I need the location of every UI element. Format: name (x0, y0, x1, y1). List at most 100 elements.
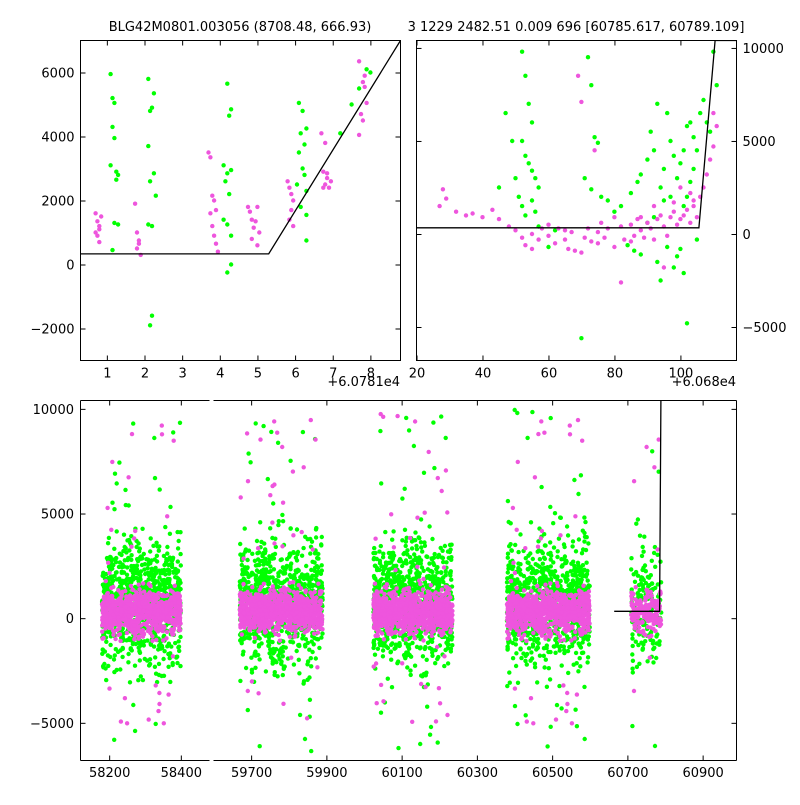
p3-green-point (320, 535, 324, 539)
p3-magenta-point (123, 589, 127, 593)
p3-green-point (517, 581, 521, 585)
p3-green-point (578, 656, 582, 660)
p3-green-point (562, 542, 566, 546)
p3-green-point (514, 637, 518, 641)
p2-magenta-point (682, 213, 686, 217)
p3-green-point (309, 664, 313, 668)
p3-magenta-point (177, 625, 181, 629)
p3-green-point (376, 647, 380, 651)
p2-xtick-label: 80 (607, 367, 624, 382)
p3-green-point (629, 567, 633, 571)
p3-green-point (377, 549, 381, 553)
p3-green-point (246, 451, 250, 455)
p3-green-point (381, 643, 385, 647)
p1-magenta-point (287, 186, 291, 190)
p3-green-point (104, 678, 108, 682)
p3-magenta-point (133, 529, 137, 533)
p3-green-point (429, 725, 433, 729)
p3-magenta-point (119, 719, 123, 723)
p2-green-point (639, 252, 643, 256)
p3-magenta-point (162, 721, 166, 725)
p3-green-point (577, 537, 581, 541)
p3-green-point (125, 577, 129, 581)
p3-magenta-point (173, 584, 177, 588)
p2-green-point (682, 204, 686, 208)
p3-green-point (394, 564, 398, 568)
p2-green-point (685, 124, 689, 128)
p3-green-point (177, 645, 181, 649)
p3-green-point (407, 428, 411, 432)
p3-magenta-point (104, 579, 108, 583)
p1-green-point (148, 109, 152, 113)
p3-magenta-point (125, 631, 129, 635)
p1-magenta-point (321, 170, 325, 174)
p3-green-point (274, 660, 278, 664)
p3-green-point (439, 414, 443, 418)
p3-green-point (177, 649, 181, 653)
p3-green-point (312, 636, 316, 640)
p3-green-point (506, 570, 510, 574)
p3-green-point (532, 581, 536, 585)
p3-green-point (281, 673, 285, 677)
p3-green-point (419, 673, 423, 677)
p1-green-point (225, 270, 229, 274)
p3-green-point (178, 552, 182, 556)
p1-magenta-point (137, 242, 141, 246)
p1-magenta-point (248, 210, 252, 214)
p3-green-point (316, 569, 320, 573)
p3-green-point (390, 641, 394, 645)
p2-green-point (619, 204, 623, 208)
p1-green-point (148, 323, 152, 327)
p2-green-point (655, 260, 659, 264)
p2-green-point (695, 237, 699, 241)
p3-green-point (373, 551, 377, 555)
p3-green-point (160, 674, 164, 678)
p3-green-point (639, 641, 643, 645)
p3-green-point (571, 560, 575, 564)
p3-green-point (507, 544, 511, 548)
p1-magenta-point (208, 155, 212, 159)
p3-green-point (156, 587, 160, 591)
p3-magenta-point (117, 627, 121, 631)
p3-green-point (295, 527, 299, 531)
p1-magenta-point (325, 176, 329, 180)
p3-green-point (576, 492, 580, 496)
p3-green-point (315, 556, 319, 560)
p3-green-point (137, 572, 141, 576)
p3-green-point (516, 550, 520, 554)
p3-green-point (303, 582, 307, 586)
p3-magenta-point (117, 618, 121, 622)
p3-green-point (583, 520, 587, 524)
p2-magenta-point (596, 241, 600, 245)
p3-magenta-point (116, 633, 120, 637)
p2-green-point (497, 185, 501, 189)
p2-green-point (625, 243, 629, 247)
p3-green-point (156, 647, 160, 651)
p3-green-point (116, 650, 120, 654)
p2-magenta-point (573, 249, 577, 253)
p3-green-point (575, 582, 579, 586)
p2-green-point (668, 195, 672, 199)
p3-magenta-point (102, 596, 106, 600)
p3-green-point (129, 564, 133, 568)
p3-green-point (425, 705, 429, 709)
p3-green-point (114, 570, 118, 574)
p3-green-point (271, 501, 275, 505)
p3-green-point (513, 408, 517, 412)
p3-green-point (168, 584, 172, 588)
p3-green-point (402, 578, 406, 582)
p3-green-point (254, 654, 258, 658)
p3-magenta-point (132, 595, 136, 599)
p1-xtick-label: 3 (179, 367, 187, 382)
p3-green-point (147, 573, 151, 577)
p3-green-point (135, 557, 139, 561)
p3-green-point (253, 559, 257, 563)
p1-green-point (108, 72, 112, 76)
p2-green-point (691, 135, 695, 139)
p2-green-point (701, 98, 705, 102)
p3-green-point (541, 562, 545, 566)
p2-magenta-point (665, 234, 669, 238)
p3-green-point (379, 544, 383, 548)
p3-green-point (411, 577, 415, 581)
